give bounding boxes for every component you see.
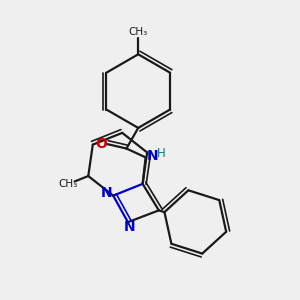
Text: N: N [147, 149, 159, 164]
Text: CH₃: CH₃ [129, 27, 148, 37]
Text: O: O [95, 136, 107, 151]
Text: CH₃: CH₃ [58, 179, 77, 189]
Text: H: H [157, 147, 166, 160]
Text: N: N [101, 186, 112, 200]
Text: N: N [124, 220, 135, 234]
